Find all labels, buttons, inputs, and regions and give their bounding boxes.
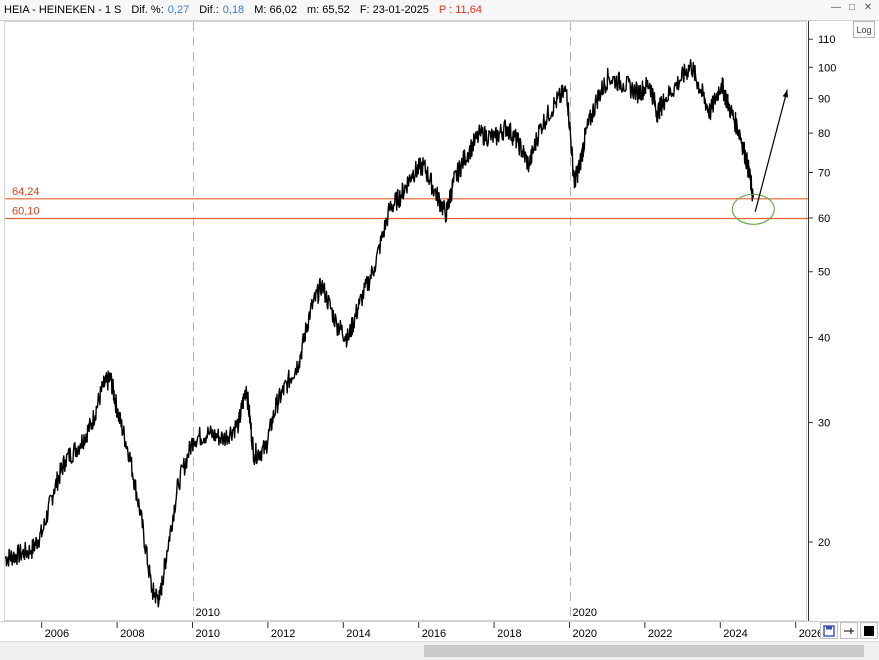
x-tick-label-2008: 2008 [120,628,144,640]
log-scale-button[interactable]: Log [853,21,875,38]
x-tick-label-2006: 2006 [45,628,69,640]
dif-pct-value: 0,27 [167,4,190,16]
trend-arrow-line [754,89,788,212]
minimize-icon[interactable]: — [831,2,841,13]
y-tick-label-100: 100 [818,62,836,74]
color-icon[interactable] [860,622,878,639]
dif-value: 0,18 [222,4,245,16]
x-tick-label-2014: 2014 [346,628,370,640]
marker-label-2010: 2010 [195,607,219,619]
pin-icon[interactable] [840,622,858,639]
x-axis-svg: 2006 2008 2010 2012 2014 2016 2018 2020 2022 2024… [41,622,823,640]
bottom-toolbar [820,622,878,639]
info-bar: HEIA - HEINEKEN - 1 S Dif. %: 0,27 Dif.:… [0,0,879,21]
y-tick-label-40: 40 [818,333,830,345]
y-axis-svg: 20 30 40 50 60 70 80 90 100 110 [808,21,836,621]
x-tick-label-2016: 2016 [422,628,446,640]
trend-arrow-head [782,89,789,98]
horizontal-scrollbar[interactable] [0,641,879,660]
x-tick-label-2010: 2010 [195,628,219,640]
p-label: P : 11,64 [438,4,482,16]
y-tick-label-110: 110 [818,34,836,46]
marker-label-2020: 2020 [572,607,596,619]
y-tick-label-50: 50 [818,267,830,279]
max-label: M: 66,02 [254,4,297,16]
y-axis[interactable]: 20 30 40 50 60 70 80 90 100 110 [808,21,879,621]
maximize-icon[interactable]: □ [848,2,856,13]
level-label-1: 60,10 [12,205,40,217]
price-chart: 2010 2020 64,24 60,10 [4,22,808,622]
y-tick-label-90: 90 [818,93,830,105]
y-tick-label-30: 30 [818,417,830,429]
x-tick-label-2022: 2022 [648,628,672,640]
save-icon[interactable] [820,622,838,639]
highlight-ellipse [731,193,775,225]
x-axis[interactable]: 2006 2008 2010 2012 2014 2016 2018 2020 2022 2024… [0,621,879,642]
dif-label: Dif.: [199,4,219,16]
price-series-line [4,59,754,608]
y-tick-label-60: 60 [818,213,830,225]
min-label: m: 65,52 [307,4,350,16]
symbol-label: HEIA - HEINEKEN - 1 S [4,4,122,16]
x-tick-label-2020: 2020 [572,628,596,640]
dif-pct-label: Dif. %: [131,4,164,16]
y-tick-label-70: 70 [818,168,830,180]
x-tick-label-2018: 2018 [497,628,521,640]
date-label: F: 23-01-2025 [359,4,429,16]
x-tick-label-2012: 2012 [271,628,295,640]
scrollbar-thumb[interactable] [424,645,864,657]
x-tick-label-2026: 2026 [799,628,823,640]
y-tick-label-20: 20 [818,537,830,549]
plot-area[interactable]: 2010 2020 64,24 60,10 [4,21,808,622]
x-tick-label-2024: 2024 [723,628,747,640]
close-icon[interactable]: ✕ [863,2,873,13]
y-tick-label-80: 80 [818,128,830,140]
level-label-0: 64,24 [12,186,40,198]
